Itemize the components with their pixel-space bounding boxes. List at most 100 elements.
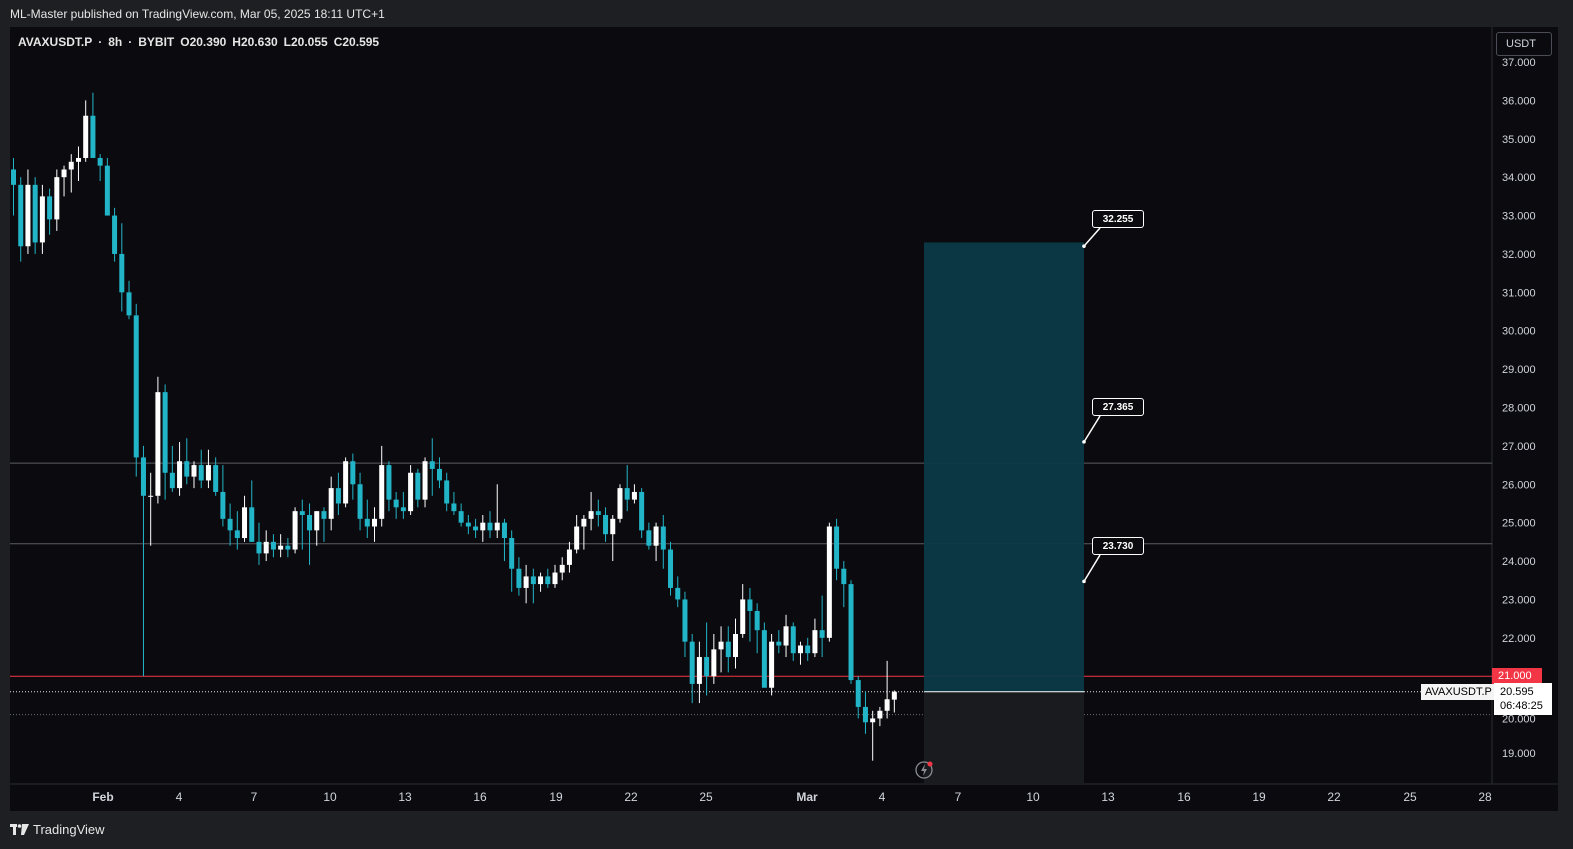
candle [162,384,168,500]
candle-body [581,518,587,527]
candle [797,641,803,665]
candle [408,465,414,515]
candle [75,146,81,182]
candle-body [653,526,659,546]
candle [61,165,67,197]
candle [826,522,832,642]
target-label-1[interactable]: 32.255 [1092,210,1144,228]
candle-body [538,576,544,585]
candle [682,591,688,658]
candle-body [148,495,154,497]
x-tick-label: 25 [699,790,713,804]
y-tick-label: 27.000 [1502,441,1536,453]
x-tick-label: 10 [1026,790,1040,804]
time-axis: Feb 4 7 10 13 16 19 22 25 Mar 4 7 10 13 16 19 22 25 28 [92,790,1492,804]
candle-body [299,511,305,515]
candle [891,690,897,713]
tradingview-brand[interactable]: TradingView [10,822,105,837]
candle-body [675,587,681,600]
candle-body [754,610,760,631]
candle-body [552,572,558,585]
candle-body [11,169,16,185]
candle-body [68,161,74,170]
target-label-2[interactable]: 27.365 [1092,398,1144,416]
y-tick-label: 34.000 [1502,172,1536,184]
candle [509,530,515,592]
candle [617,484,623,523]
last-price-box: 20.595 06:48:25 [1494,683,1552,715]
y-tick-label: 19.000 [1502,748,1536,760]
y-tick-label: 37.000 [1502,57,1536,69]
candle-body [530,576,536,585]
stop-loss-zone [924,691,1084,784]
candle [704,622,710,696]
candle [227,503,233,546]
candle [364,499,370,539]
candle-body [624,488,630,500]
candle [415,468,421,508]
symbol-price-tag: AVAXUSDT.P [1421,684,1496,700]
candle-body [350,461,356,485]
y-tick-label: 29.000 [1502,364,1536,376]
candle-body [213,465,219,492]
lightning-alert-icon[interactable] [914,760,934,780]
candle-body [682,599,688,642]
candle-body [862,706,868,723]
candle [877,706,883,727]
candle-body [725,641,731,658]
y-tick-label: 20.000 [1502,714,1536,726]
candle [47,188,53,235]
chart-area[interactable] [10,27,1558,811]
candle-body [379,465,385,519]
candle [278,534,284,558]
candle-body [704,657,710,677]
candle [581,514,587,550]
candle-body [234,530,240,539]
candle [819,595,825,658]
candle [783,614,789,658]
candle-body [18,184,24,247]
candle [812,618,818,658]
candle-body [177,461,183,489]
ohlc-close: C20.595 [333,35,380,49]
y-tick-label: 36.000 [1502,95,1536,107]
candle-body [603,514,609,535]
candle [530,568,536,604]
candle-body [494,522,500,531]
candle-body [314,511,320,531]
candle [25,169,31,254]
candle-body [184,461,190,477]
candle [444,472,450,512]
candle [379,445,385,527]
footer: TradingView [0,812,1573,849]
candle [357,472,363,531]
bar-countdown: 06:48:25 [1500,700,1543,712]
candle [39,184,45,254]
candle [696,641,702,704]
candle-body [877,710,883,719]
candle-body [639,491,645,531]
candle-body [545,576,551,585]
candle-body [25,184,31,247]
y-tick-label: 23.000 [1502,594,1536,606]
candle-body [32,184,38,243]
candle [299,499,305,550]
currency-button[interactable]: USDT [1496,32,1552,56]
candle [436,457,442,489]
candle [11,157,16,216]
candle-body [891,691,897,700]
candle-body [400,507,406,512]
candle [191,461,197,489]
candle [83,100,89,162]
candle [862,691,868,734]
candle [213,457,219,496]
candle-body [769,641,775,688]
candle [422,457,428,508]
candle [242,495,248,542]
target-leader-line [1083,554,1101,582]
candle-body [242,507,248,539]
candle [263,530,269,562]
target-label-3[interactable]: 23.730 [1092,537,1144,555]
candle-body [90,115,96,158]
